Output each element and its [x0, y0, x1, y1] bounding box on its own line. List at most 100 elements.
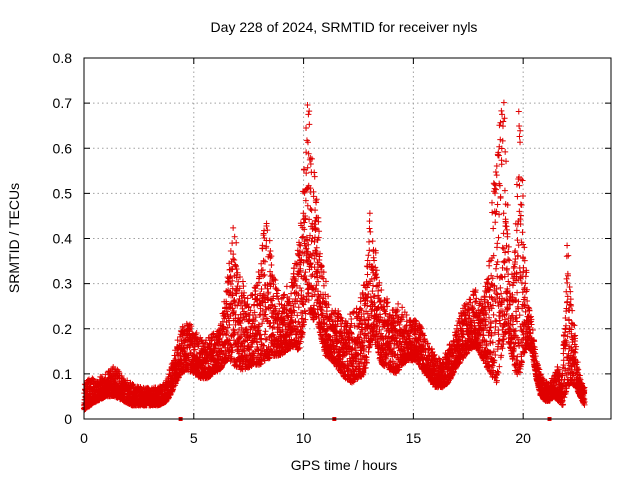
data-point — [223, 308, 230, 315]
data-point — [258, 335, 265, 342]
data-point — [271, 276, 278, 283]
data-point — [257, 302, 264, 309]
data-point — [395, 300, 402, 307]
data-point — [318, 306, 325, 313]
data-point — [489, 199, 496, 206]
data-point — [500, 118, 507, 125]
data-point — [312, 207, 319, 214]
data-point — [354, 375, 361, 382]
data-point — [362, 364, 369, 371]
data-point — [304, 139, 311, 146]
data-point — [297, 285, 304, 292]
data-point — [324, 325, 331, 332]
data-point — [98, 374, 105, 381]
data-point — [170, 386, 177, 393]
data-point — [325, 301, 332, 308]
data-point — [500, 230, 507, 237]
data-point — [304, 202, 311, 209]
data-point — [364, 271, 371, 278]
data-point — [320, 282, 327, 289]
data-point — [269, 302, 276, 309]
data-point — [303, 293, 310, 300]
data-point — [233, 288, 240, 295]
data-point — [316, 303, 323, 310]
data-point — [363, 359, 370, 366]
data-point — [490, 225, 497, 232]
data-point — [366, 225, 373, 232]
data-point — [366, 247, 373, 254]
data-point — [109, 366, 116, 373]
data-point — [226, 274, 233, 281]
data-point — [306, 108, 313, 115]
data-point — [261, 227, 268, 234]
data-point — [216, 335, 223, 342]
data-point — [268, 253, 275, 260]
data-point — [302, 269, 309, 276]
data-point — [371, 257, 378, 264]
data-point — [266, 237, 273, 244]
data-point — [211, 340, 218, 347]
data-point — [254, 344, 261, 351]
data-point — [495, 234, 502, 241]
data-point — [495, 337, 502, 344]
data-point — [295, 304, 302, 311]
data-point — [301, 272, 308, 279]
data-point — [267, 268, 274, 275]
data-point — [247, 307, 254, 314]
data-point — [233, 239, 240, 246]
data-point — [311, 264, 318, 271]
data-point — [234, 269, 241, 276]
data-point — [293, 282, 300, 289]
data-point — [303, 245, 310, 252]
data-point — [311, 291, 318, 298]
data-point — [239, 278, 246, 285]
data-point — [311, 302, 318, 309]
data-point — [287, 302, 294, 309]
data-point — [252, 287, 259, 294]
data-point — [294, 297, 301, 304]
data-point — [301, 166, 308, 173]
data-point — [307, 205, 314, 212]
data-point — [257, 345, 264, 352]
data-point — [299, 329, 306, 336]
data-point — [237, 320, 244, 327]
data-point — [354, 323, 361, 330]
data-point — [366, 238, 373, 245]
data-point — [281, 317, 288, 324]
data-point — [337, 314, 344, 321]
data-point — [303, 252, 310, 259]
data-point — [304, 164, 311, 171]
data-point — [230, 251, 237, 258]
data-point — [473, 295, 480, 302]
data-point — [292, 318, 299, 325]
data-point — [323, 321, 330, 328]
data-point — [268, 261, 275, 268]
data-point — [188, 323, 195, 330]
data-point — [318, 263, 325, 270]
data-point — [251, 324, 258, 331]
data-point — [308, 223, 315, 230]
data-point — [320, 269, 327, 276]
data-point — [229, 344, 236, 351]
data-point — [500, 99, 507, 106]
data-point — [356, 320, 363, 327]
data-point — [264, 227, 271, 234]
data-point — [264, 296, 271, 303]
data-point — [252, 314, 259, 321]
data-point — [298, 256, 305, 263]
data-point — [278, 301, 285, 308]
data-point — [301, 226, 308, 233]
data-point — [245, 303, 252, 310]
data-point — [237, 334, 244, 341]
data-point — [272, 277, 279, 284]
data-point — [493, 172, 500, 179]
data-point — [262, 303, 269, 310]
data-point — [288, 336, 295, 343]
data-point — [228, 355, 235, 362]
data-point — [489, 209, 496, 216]
data-point — [307, 185, 314, 192]
data-point — [302, 310, 309, 317]
data-point — [339, 358, 346, 365]
data-point — [224, 329, 231, 336]
data-point — [298, 287, 305, 294]
